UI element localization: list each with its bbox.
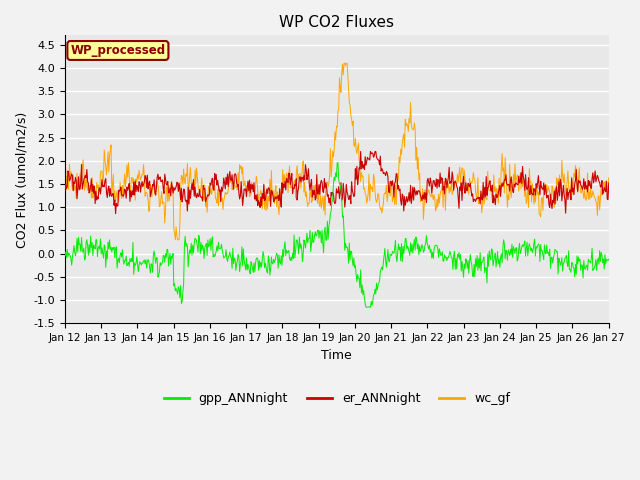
gpp_ANNnight	[61, 253, 68, 259]
gpp_ANNnight	[420, 248, 428, 253]
Y-axis label: CO2 Flux (umol/m2/s): CO2 Flux (umol/m2/s)	[15, 111, 28, 248]
gpp_ANNnight	[211, 254, 218, 260]
er_ANNnight	[357, 149, 365, 155]
X-axis label: Time: Time	[321, 348, 352, 362]
er_ANNnight	[183, 197, 191, 203]
gpp_ANNnight	[605, 256, 612, 262]
Line: er_ANNnight: er_ANNnight	[65, 152, 609, 214]
gpp_ANNnight	[404, 245, 412, 251]
wc_gf	[172, 237, 179, 243]
wc_gf	[212, 195, 220, 201]
wc_gf	[71, 187, 79, 193]
er_ANNnight	[71, 180, 79, 186]
wc_gf	[61, 192, 68, 198]
er_ANNnight	[212, 177, 220, 182]
Line: wc_gf: wc_gf	[65, 63, 609, 240]
er_ANNnight	[61, 187, 68, 193]
er_ANNnight	[605, 180, 612, 186]
Line: gpp_ANNnight: gpp_ANNnight	[65, 163, 609, 307]
gpp_ANNnight	[182, 244, 190, 250]
Title: WP CO2 Fluxes: WP CO2 Fluxes	[279, 15, 394, 30]
gpp_ANNnight	[334, 160, 342, 166]
Legend: gpp_ANNnight, er_ANNnight, wc_gf: gpp_ANNnight, er_ANNnight, wc_gf	[159, 387, 515, 410]
er_ANNnight	[112, 211, 120, 216]
wc_gf	[183, 173, 191, 179]
wc_gf	[404, 129, 412, 134]
wc_gf	[420, 203, 428, 209]
wc_gf	[605, 175, 612, 180]
wc_gf	[127, 186, 134, 192]
er_ANNnight	[127, 194, 135, 200]
gpp_ANNnight	[362, 304, 370, 310]
gpp_ANNnight	[127, 259, 134, 264]
er_ANNnight	[404, 196, 412, 202]
Text: WP_processed: WP_processed	[70, 44, 166, 57]
wc_gf	[340, 60, 348, 66]
er_ANNnight	[420, 190, 428, 195]
gpp_ANNnight	[71, 249, 79, 255]
